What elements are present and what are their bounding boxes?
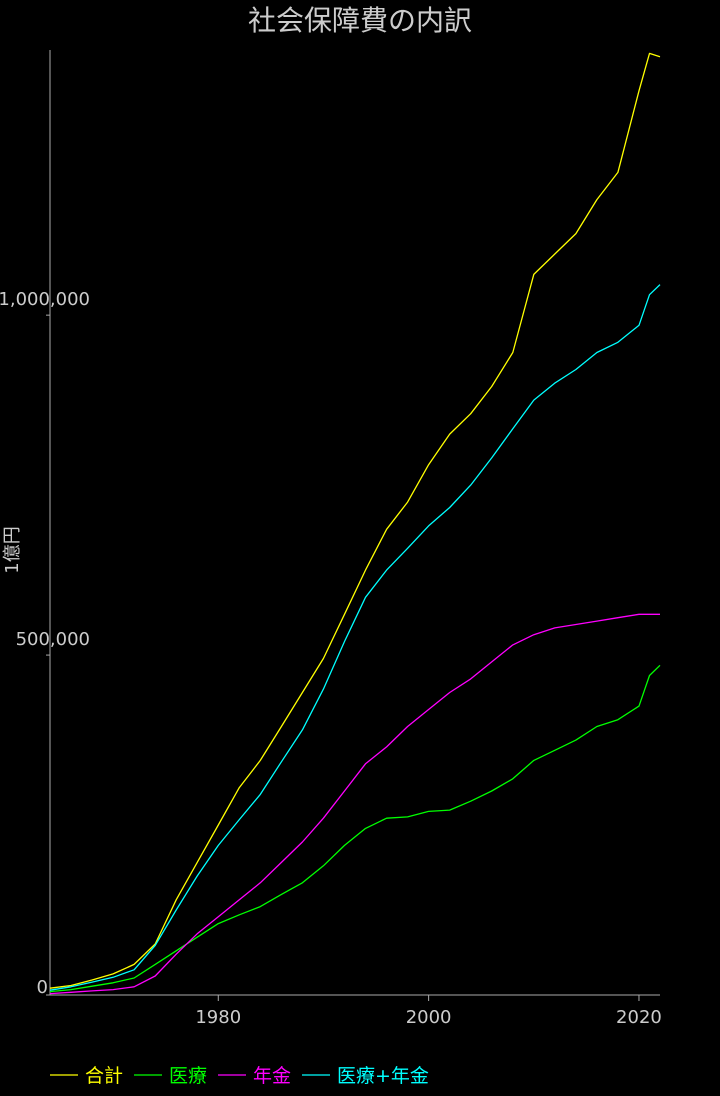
series-line-1 [49, 664, 661, 993]
legend-label: 年金 [253, 1065, 291, 1087]
y-tick-label: 500,000 [16, 629, 90, 650]
legend-label: 医療+年金 [337, 1065, 429, 1087]
chart-title: 社会保障費の内訳 [248, 4, 472, 37]
legend-label: 合計 [85, 1065, 123, 1087]
legend: 合計 医療 年金 医療+年金 [50, 1065, 429, 1087]
x-tick-label: 1980 [195, 1007, 241, 1028]
series-line-0 [49, 52, 661, 989]
axes: 1980 2000 2020 0 500,000 1,000,000 [0, 50, 662, 1028]
x-tick-label: 2000 [406, 1007, 452, 1028]
y-tick-label: 0 [37, 977, 48, 998]
series-line-2 [49, 613, 660, 995]
y-tick-label: 1,000,000 [0, 289, 90, 310]
plot-area [49, 52, 661, 995]
x-tick-label: 2020 [616, 1007, 662, 1028]
series-line-3 [49, 284, 661, 991]
legend-label: 医療 [169, 1065, 207, 1087]
y-axis-label: 1億円 [2, 526, 23, 573]
